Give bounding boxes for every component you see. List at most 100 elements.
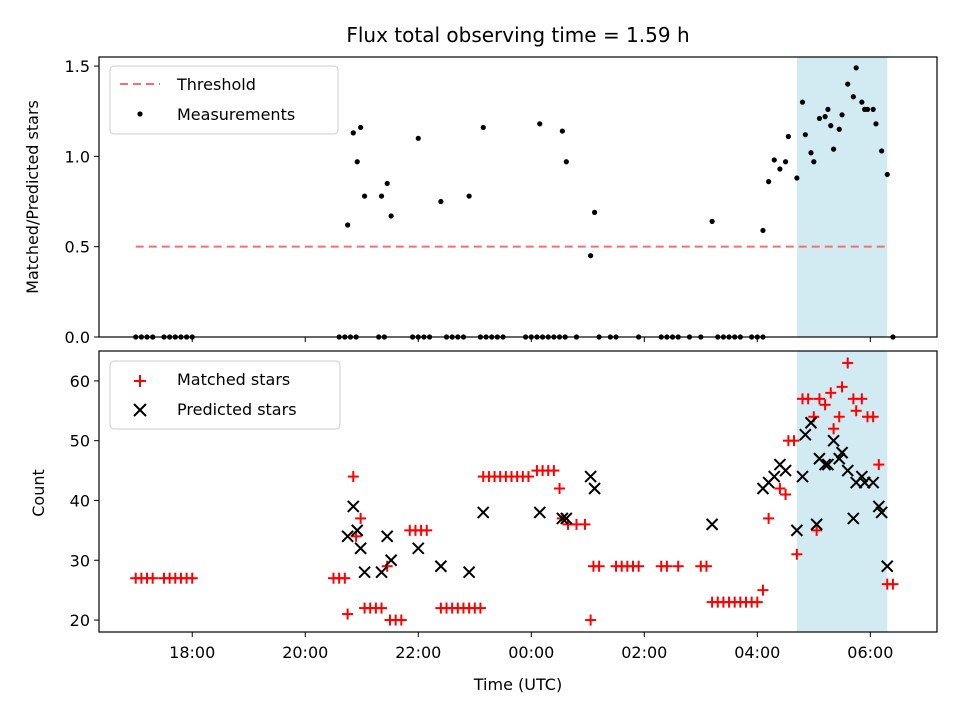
predicted-star-marker (354, 542, 367, 555)
measurement-point (859, 99, 865, 105)
measurement-point (830, 146, 837, 152)
predicted-star-marker (796, 470, 809, 483)
measurement-point (345, 222, 351, 228)
predicted-star-marker (462, 566, 476, 579)
matched-star-marker (548, 465, 560, 477)
matched-star-marker (376, 602, 388, 614)
matched-legend-label: Matched stars (177, 370, 290, 389)
matched-star-marker (836, 381, 848, 393)
measurement-point (358, 124, 364, 131)
measurement-point (870, 106, 876, 112)
measurement-point (794, 175, 800, 181)
x-tick-label: 04:00 (734, 643, 780, 662)
measurement-point (853, 65, 859, 71)
chart-title: Flux total observing time = 1.59 h (346, 23, 689, 47)
top-y-axis-label: Matched/Predicted stars (23, 100, 42, 294)
x-tick-label: 00:00 (508, 643, 554, 662)
predicted-star-marker (872, 500, 886, 513)
measurement-point (771, 157, 777, 163)
predicted-star-marker (866, 476, 880, 489)
top-x-ticks (191, 337, 871, 342)
top-legend: Threshold Measurements (109, 65, 339, 135)
matched-star-marker (661, 560, 673, 572)
top-y-tick-label: 1.0 (65, 147, 90, 166)
predicted-star-marker (847, 512, 860, 525)
measurement-point (782, 159, 789, 165)
measurement-point (415, 135, 421, 141)
matched-star-marker (850, 405, 862, 417)
measurement-point (563, 159, 569, 165)
measurement-point (378, 193, 385, 199)
predicted-star-marker (351, 524, 364, 537)
predicted-star-marker (556, 512, 569, 525)
matched-star-marker (579, 518, 591, 530)
bottom-y-tick-label: 40 (70, 491, 90, 510)
measurement-point (384, 180, 390, 187)
bottom-legend-box (109, 360, 341, 430)
bottom-axes-frame (98, 350, 938, 633)
measurement-point (816, 115, 823, 122)
matched-legend-swatch (134, 375, 146, 387)
predicted-star-marker (881, 560, 894, 573)
top-y-tick-label: 0.0 (65, 328, 90, 347)
measurement-point (591, 209, 598, 215)
x-tick-label: 20:00 (282, 643, 328, 662)
bottom-x-ticks: 18:00 20:00 22:00 00:00 02:00 04:00 06:00 (169, 632, 893, 662)
predicted-star-marker (588, 482, 601, 495)
matched-star-marker (833, 411, 845, 423)
matched-star-marker (554, 483, 566, 495)
matched-star-marker (842, 357, 854, 369)
matched-star-marker (633, 560, 645, 572)
measurement-points (133, 65, 896, 340)
matched-star-marker (147, 572, 159, 584)
x-tick-label: 18:00 (169, 643, 215, 662)
measurement-point (537, 121, 543, 127)
predicted-star-marker (799, 428, 812, 441)
matched-star-marker (474, 602, 486, 614)
measurements-legend-swatch (137, 111, 143, 117)
predicted-star-marker (875, 506, 888, 519)
predicted-star-marker (347, 500, 360, 513)
bottom-y-ticks: 20 30 40 50 60 (70, 372, 99, 630)
matched-star-marker (342, 608, 354, 620)
predicted-star-marker (818, 458, 832, 471)
measurement-point (354, 159, 360, 165)
measurement-point (850, 94, 856, 100)
predicted-star-marker (560, 512, 573, 525)
measurement-point (879, 148, 885, 154)
predicted-star-marker (384, 554, 398, 567)
matched-star-marker (395, 614, 407, 626)
measurement-point (466, 193, 472, 199)
predicted-legend-label: Predicted stars (177, 400, 297, 419)
bottom-panel: 20 30 40 50 60 18:00 20:00 22:00 00:00 02:00 04:0… (29, 350, 938, 694)
matched-star-marker (813, 393, 825, 405)
matched-star-marker (339, 572, 351, 584)
predicted-star-marker (827, 434, 840, 447)
measurement-point (709, 218, 715, 224)
predicted-star-marker (833, 452, 846, 465)
predicted-star-marker (855, 470, 869, 483)
top-y-tick-label: 1.5 (65, 57, 90, 76)
matched-star-marker (381, 560, 393, 572)
measurement-point (760, 227, 766, 234)
matched-star-marker (774, 483, 786, 495)
matched-star-marker (811, 524, 823, 536)
measurement-point (588, 253, 594, 259)
matched-star-marker (757, 584, 769, 596)
predicted-star-marker (533, 506, 546, 519)
measurement-point (480, 124, 486, 131)
matched-star-marker (828, 423, 840, 435)
measurements-legend-label: Measurements (177, 105, 295, 124)
measurement-point (873, 121, 879, 127)
bottom-y-tick-label: 60 (70, 372, 90, 391)
measurement-point (799, 99, 806, 105)
bottom-y-axis-label: Count (29, 469, 48, 517)
matched-star-marker (763, 512, 775, 524)
measurement-point (845, 81, 851, 87)
measurement-point (864, 106, 871, 112)
matched-star-marker (873, 459, 885, 471)
matched-star-marker (355, 512, 367, 524)
top-axes-frame (98, 56, 938, 338)
matched-star-marker (791, 548, 803, 560)
predicted-star-marker (434, 560, 448, 573)
